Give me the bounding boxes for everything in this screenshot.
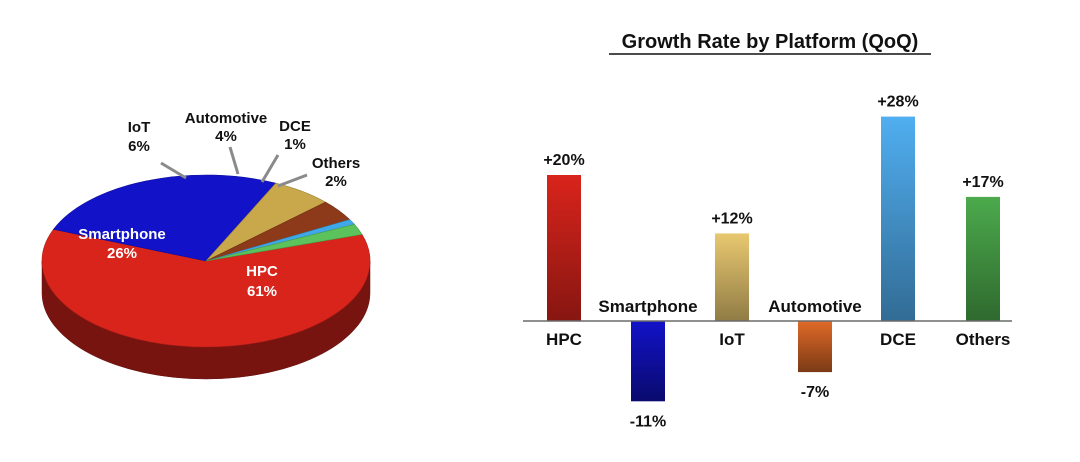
pie-label-iot-name: IoT: [128, 119, 151, 136]
bar-category-label-dce: DCE: [880, 330, 916, 349]
bar-value-label-hpc: +20%: [543, 152, 584, 169]
bar-iot: [715, 233, 749, 321]
bar-value-label-dce: +28%: [877, 94, 918, 111]
bar-hpc: [547, 175, 581, 321]
bar-value-label-others: +17%: [962, 174, 1003, 191]
leader-line-automotive: [228, 146, 240, 175]
pie-label-dce-name: DCE: [279, 118, 311, 135]
pie-label-automotive-value: 4%: [215, 128, 237, 145]
bar-value-label-smartphone: -11%: [630, 413, 666, 430]
pie-slice-others: [205, 224, 363, 262]
bar-chart: Growth Rate by Platform (QoQ) +20% -11% +1…: [523, 31, 1012, 430]
pie-label-others-value: 2%: [325, 173, 347, 190]
pie-label-smartphone-name: Smartphone: [78, 226, 166, 243]
pie-label-automotive-name: Automotive: [185, 110, 268, 127]
bar-value-label-automotive: -7%: [801, 384, 829, 401]
pie-leader-lines: [160, 146, 308, 188]
bar-smartphone: [631, 321, 665, 402]
bar-others: [966, 196, 1000, 321]
bar-value-label-iot: +12%: [711, 210, 752, 227]
leader-line-iot: [160, 161, 187, 180]
bar-category-labels: HPC Smartphone IoT Automotive DCE Others: [546, 297, 1010, 349]
pie-slice-smartphone: [52, 174, 277, 262]
pie-label-hpc-name: HPC: [246, 263, 278, 280]
bar-category-label-automotive: Automotive: [768, 297, 862, 316]
pie-slice-hpc: [41, 229, 371, 348]
bar-automotive: [798, 321, 832, 373]
pie-label-dce-value: 1%: [284, 136, 306, 153]
pie-chart: HPC 61% Smartphone 26% IoT 6% Automotive…: [41, 110, 371, 380]
bar-category-label-hpc: HPC: [546, 330, 582, 349]
bar-dce: [881, 116, 915, 321]
bar-category-label-iot: IoT: [719, 330, 745, 349]
pie-label-hpc-value: 61%: [247, 283, 277, 300]
leader-line-dce: [260, 154, 280, 183]
pie-label-iot-value: 6%: [128, 138, 150, 155]
bar-series: [547, 116, 1000, 402]
leader-line-others: [277, 173, 308, 188]
pie-label-others-name: Others: [312, 155, 360, 172]
pie-labels: HPC 61% Smartphone 26% IoT 6% Automotive…: [78, 110, 360, 300]
bar-category-label-others: Others: [956, 330, 1011, 349]
bar-category-label-smartphone: Smartphone: [598, 297, 697, 316]
pie-label-smartphone-value: 26%: [107, 245, 137, 262]
pie-top: [41, 174, 371, 348]
bar-chart-title: Growth Rate by Platform (QoQ): [622, 31, 919, 53]
bar-value-labels: +20% -11% +12% -7% +28% +17%: [543, 94, 1003, 431]
